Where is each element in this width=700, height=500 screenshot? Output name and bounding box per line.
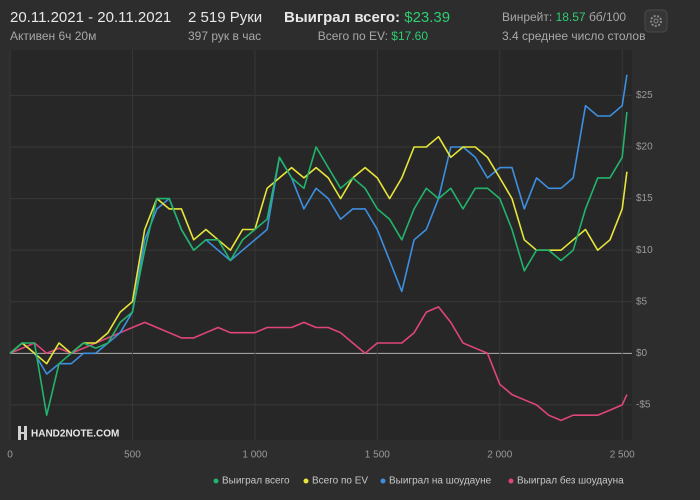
winrate: Винрейт: 18.57 бб/100: [502, 10, 626, 24]
logo-text: HAND2NOTE.COM: [31, 429, 119, 440]
winrate-unit: бб/100: [589, 10, 626, 24]
legend-label[interactable]: Выиграл всего: [222, 476, 290, 487]
x-tick-label: 2 000: [487, 450, 512, 461]
legend-label[interactable]: Выиграл без шоудауна: [517, 475, 624, 487]
active-time: Активен 6ч 20м: [10, 29, 96, 43]
legend-marker[interactable]: [380, 478, 386, 484]
ev-value: $17.60: [391, 29, 428, 43]
legend-marker[interactable]: [303, 478, 309, 484]
x-tick-label: 500: [124, 450, 141, 461]
y-tick-label: $25: [636, 90, 653, 101]
plot-area: [10, 50, 632, 440]
winrate-value: 18.57: [556, 10, 586, 24]
hands-per-hour: 397 рук в час: [188, 29, 261, 43]
legend-marker[interactable]: [213, 478, 219, 484]
y-tick-label: -$5: [636, 400, 651, 411]
ev-total: Всего по EV: $17.60: [318, 29, 429, 43]
settings-button[interactable]: [644, 9, 668, 33]
winrate-label: Винрейт:: [502, 10, 552, 24]
legend-marker[interactable]: [508, 478, 514, 484]
series-line: [9, 306, 628, 422]
x-tick-label: 1 500: [365, 450, 390, 461]
date-range: 20.11.2021 - 20.11.2021: [10, 9, 171, 26]
y-tick-label: $5: [636, 296, 648, 307]
logo: HAND2NOTE.COM: [18, 426, 119, 440]
won-value: $23.39: [404, 9, 450, 26]
legend-label[interactable]: Выиграл на шоудауне: [389, 476, 492, 487]
y-tick-label: $20: [636, 142, 653, 153]
y-tick-label: $15: [636, 193, 653, 204]
x-tick-label: 1 000: [242, 450, 267, 461]
x-tick-label: 2 500: [610, 450, 635, 461]
series-line: [9, 74, 628, 375]
y-tick-label: $0: [636, 348, 648, 359]
won-total: Выиграл всего: $23.39: [284, 9, 450, 26]
series-line: [9, 135, 628, 365]
legend-label[interactable]: Всего по EV: [312, 476, 368, 487]
tables: 3.4 среднее число столов: [502, 29, 645, 43]
x-tick-label: 0: [7, 450, 13, 461]
ev-label: Всего по EV:: [318, 29, 388, 43]
won-label: Выиграл всего:: [284, 9, 400, 26]
hands: 2 519 Руки: [188, 9, 262, 26]
y-tick-label: $10: [636, 245, 653, 256]
series-line: [9, 111, 628, 416]
